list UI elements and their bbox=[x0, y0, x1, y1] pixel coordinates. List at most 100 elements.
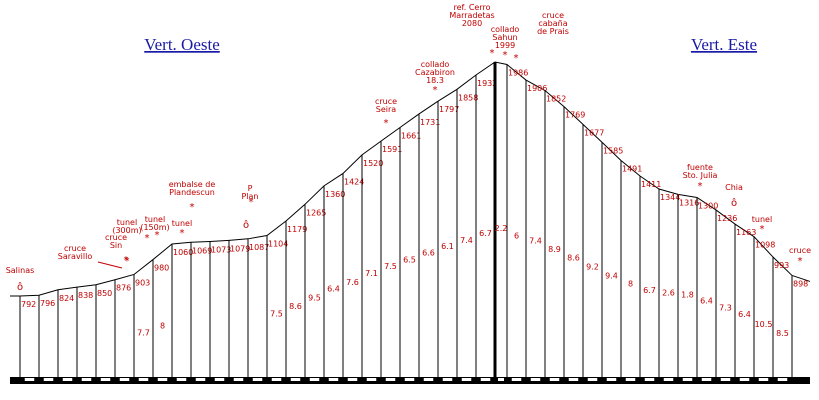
gradient-label: 7.5 bbox=[384, 262, 397, 271]
base-block bbox=[625, 378, 636, 381]
gradient-label: 7.3 bbox=[719, 304, 732, 313]
altitude-label: 898 bbox=[793, 279, 808, 288]
landmark-label: (150m) bbox=[140, 223, 169, 232]
altitude-label: 876 bbox=[116, 284, 131, 293]
base-block bbox=[119, 378, 130, 381]
gradient-label: 6.4 bbox=[738, 310, 751, 319]
base-block bbox=[777, 378, 788, 381]
base-block bbox=[100, 378, 111, 381]
altitude-label: 1491 bbox=[622, 164, 642, 173]
base-block bbox=[644, 378, 655, 381]
profile-line bbox=[19, 61, 793, 297]
gradient-label: 8.5 bbox=[776, 329, 789, 338]
gradient-label: 6.1 bbox=[441, 242, 454, 251]
altitude-label: 1520 bbox=[363, 159, 383, 168]
altitude-label: 1060 bbox=[173, 248, 193, 257]
gradient-label: 7.6 bbox=[346, 278, 359, 287]
altitude-label: 1986 bbox=[508, 69, 528, 78]
landmark-label: Salinas bbox=[6, 266, 35, 275]
base-block bbox=[214, 378, 225, 381]
altitude-label: 1769 bbox=[565, 111, 585, 120]
landmark-label: Seira bbox=[376, 105, 397, 114]
altitude-label: 1163 bbox=[736, 228, 756, 237]
gradient-label: 6 bbox=[514, 232, 519, 241]
base-block bbox=[568, 378, 579, 381]
landmark-label: cruce bbox=[542, 11, 564, 20]
landmark-label: cruce bbox=[789, 246, 811, 255]
landmark-label: cruce bbox=[375, 97, 397, 106]
landmark-label: 2080 bbox=[462, 19, 482, 28]
landmark-label: P bbox=[248, 184, 253, 193]
base-block bbox=[682, 378, 693, 381]
landmark-label: Chia bbox=[725, 183, 743, 192]
landmark-label: (300m) bbox=[112, 226, 141, 235]
landmark-label: tunel bbox=[145, 215, 165, 224]
altitude-label: 1585 bbox=[603, 146, 623, 155]
altitude-label: 1932 bbox=[477, 79, 497, 88]
landmark-marker: * bbox=[125, 256, 130, 267]
landmark-marker: * bbox=[249, 197, 254, 208]
base-block bbox=[385, 378, 396, 381]
altitude-label: 1424 bbox=[344, 177, 364, 186]
landmark-label: 1999 bbox=[495, 41, 515, 50]
base-block bbox=[404, 378, 415, 381]
altitude-label: 1300 bbox=[698, 202, 718, 211]
landmark-label: de Prais bbox=[537, 27, 569, 36]
base-block bbox=[309, 378, 320, 381]
altitude-label: 1661 bbox=[401, 132, 421, 141]
altitude-label: 1344 bbox=[660, 193, 680, 202]
altitude-label: 1411 bbox=[641, 180, 661, 189]
landmark-label: cabaña bbox=[538, 19, 567, 28]
landmark-label: Sahun bbox=[492, 33, 517, 42]
landmark-marker: * bbox=[124, 255, 129, 266]
base-block bbox=[252, 378, 263, 381]
altitude-label: 1797 bbox=[439, 105, 459, 114]
arrow bbox=[97, 261, 123, 269]
base-block bbox=[328, 378, 339, 381]
landmark-marker: * bbox=[760, 224, 765, 235]
gradient-label: 6.4 bbox=[700, 296, 713, 305]
gradient-label: 8 bbox=[160, 321, 165, 330]
gradient-label: 7.5 bbox=[270, 309, 283, 318]
landmark-marker: * bbox=[698, 181, 703, 192]
base-block bbox=[498, 378, 504, 381]
landmark-label: cruce bbox=[105, 233, 127, 242]
base-block bbox=[81, 378, 92, 381]
gradient-label: 6.7 bbox=[479, 229, 492, 238]
landmark-marker: * bbox=[155, 230, 160, 241]
altitude-label: 1087 bbox=[249, 243, 269, 252]
base-block bbox=[366, 378, 377, 381]
landmark-marker: * bbox=[384, 118, 389, 129]
gradient-label: 8.6 bbox=[567, 254, 580, 263]
gradient-label: 8.6 bbox=[289, 302, 302, 311]
altitude-label: 1906 bbox=[527, 84, 547, 93]
landmark-label: Sto. Julia bbox=[683, 171, 718, 180]
altitude-label: 1731 bbox=[420, 118, 440, 127]
landmark-label: 18.3 bbox=[426, 76, 444, 85]
gradient-label: 7.4 bbox=[529, 237, 542, 246]
landmark-label: tunel bbox=[172, 219, 192, 228]
gradient-label: 9.4 bbox=[605, 272, 618, 281]
gradient-label: 6.4 bbox=[327, 284, 340, 293]
title-right: Vert. Este bbox=[691, 35, 757, 54]
landmark-marker: * bbox=[145, 233, 150, 244]
gradient-label: 9.5 bbox=[308, 294, 321, 303]
landmark-label: cruce bbox=[64, 244, 86, 253]
altitude-label: 1591 bbox=[382, 145, 402, 154]
altitude-label: 1265 bbox=[306, 208, 326, 217]
altitude-label: 1098 bbox=[755, 241, 775, 250]
landmark-marker: * bbox=[490, 48, 495, 59]
base-block bbox=[701, 378, 712, 381]
gradient-label: 8 bbox=[628, 279, 633, 288]
altitude-label: 1079 bbox=[230, 244, 250, 253]
landmark-label: fuente bbox=[687, 163, 713, 172]
base-block bbox=[739, 378, 750, 381]
altitude-label: 1852 bbox=[546, 94, 566, 103]
gradient-label: 7.1 bbox=[365, 269, 378, 278]
altitude-label: 1360 bbox=[325, 190, 345, 199]
landmark-label: Cazabiron bbox=[415, 68, 455, 77]
base-block bbox=[758, 378, 769, 381]
landmark-marker: * bbox=[798, 256, 803, 267]
base-block bbox=[347, 378, 358, 381]
altitude-label: 796 bbox=[40, 299, 55, 308]
